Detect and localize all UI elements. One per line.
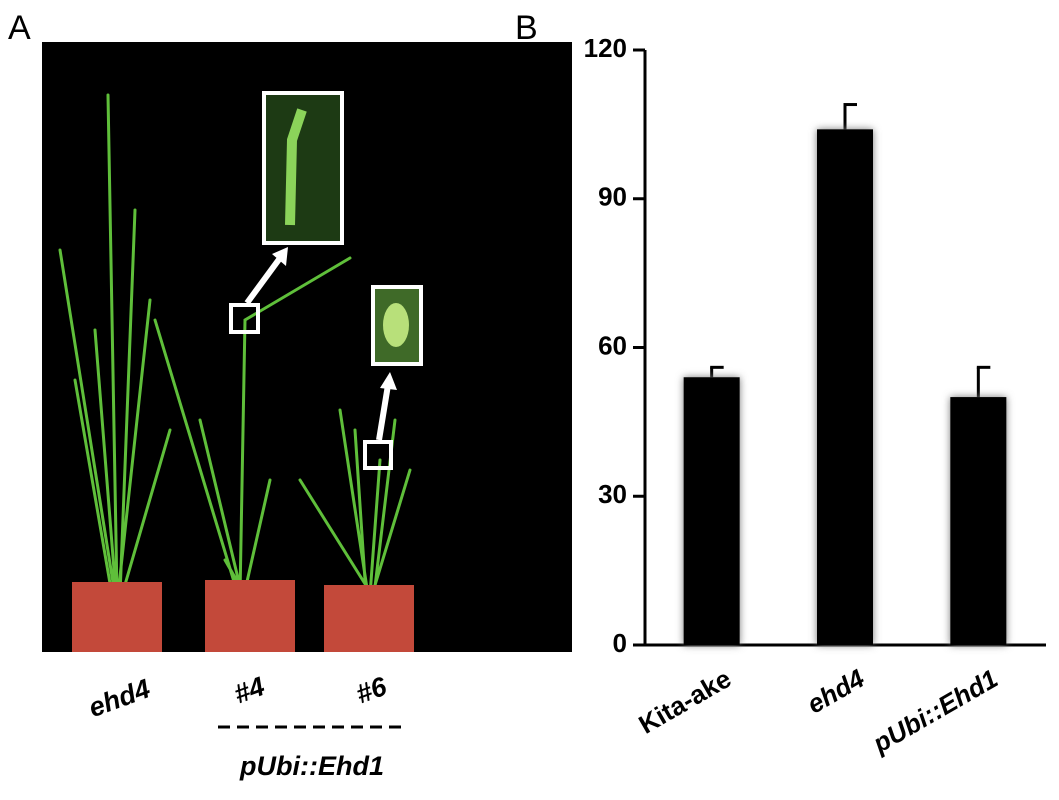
x-tick-label: ehd4 (802, 663, 870, 720)
y-axis-title: Days to flowering (533, 242, 563, 459)
plant-label: ehd4 (85, 673, 154, 723)
x-tick-label: Kita-ake (634, 663, 737, 740)
bar (817, 129, 873, 646)
plant-label: #4 (230, 671, 268, 709)
y-tick-label: 60 (598, 330, 627, 360)
plant-photo (42, 42, 572, 652)
plant-label: #6 (352, 671, 391, 710)
panel-label: A (8, 9, 31, 47)
bar (950, 397, 1007, 645)
group-label: pUbi::Ehd1 (239, 751, 384, 781)
panel-label: B (515, 9, 538, 47)
y-tick-label: 120 (584, 33, 627, 63)
y-tick-label: 30 (598, 479, 627, 509)
y-tick-label: 90 (598, 182, 627, 212)
y-tick-label: 0 (613, 628, 627, 658)
x-tick-label: pUbi::Ehd1 (867, 663, 1003, 759)
bar (683, 377, 740, 645)
